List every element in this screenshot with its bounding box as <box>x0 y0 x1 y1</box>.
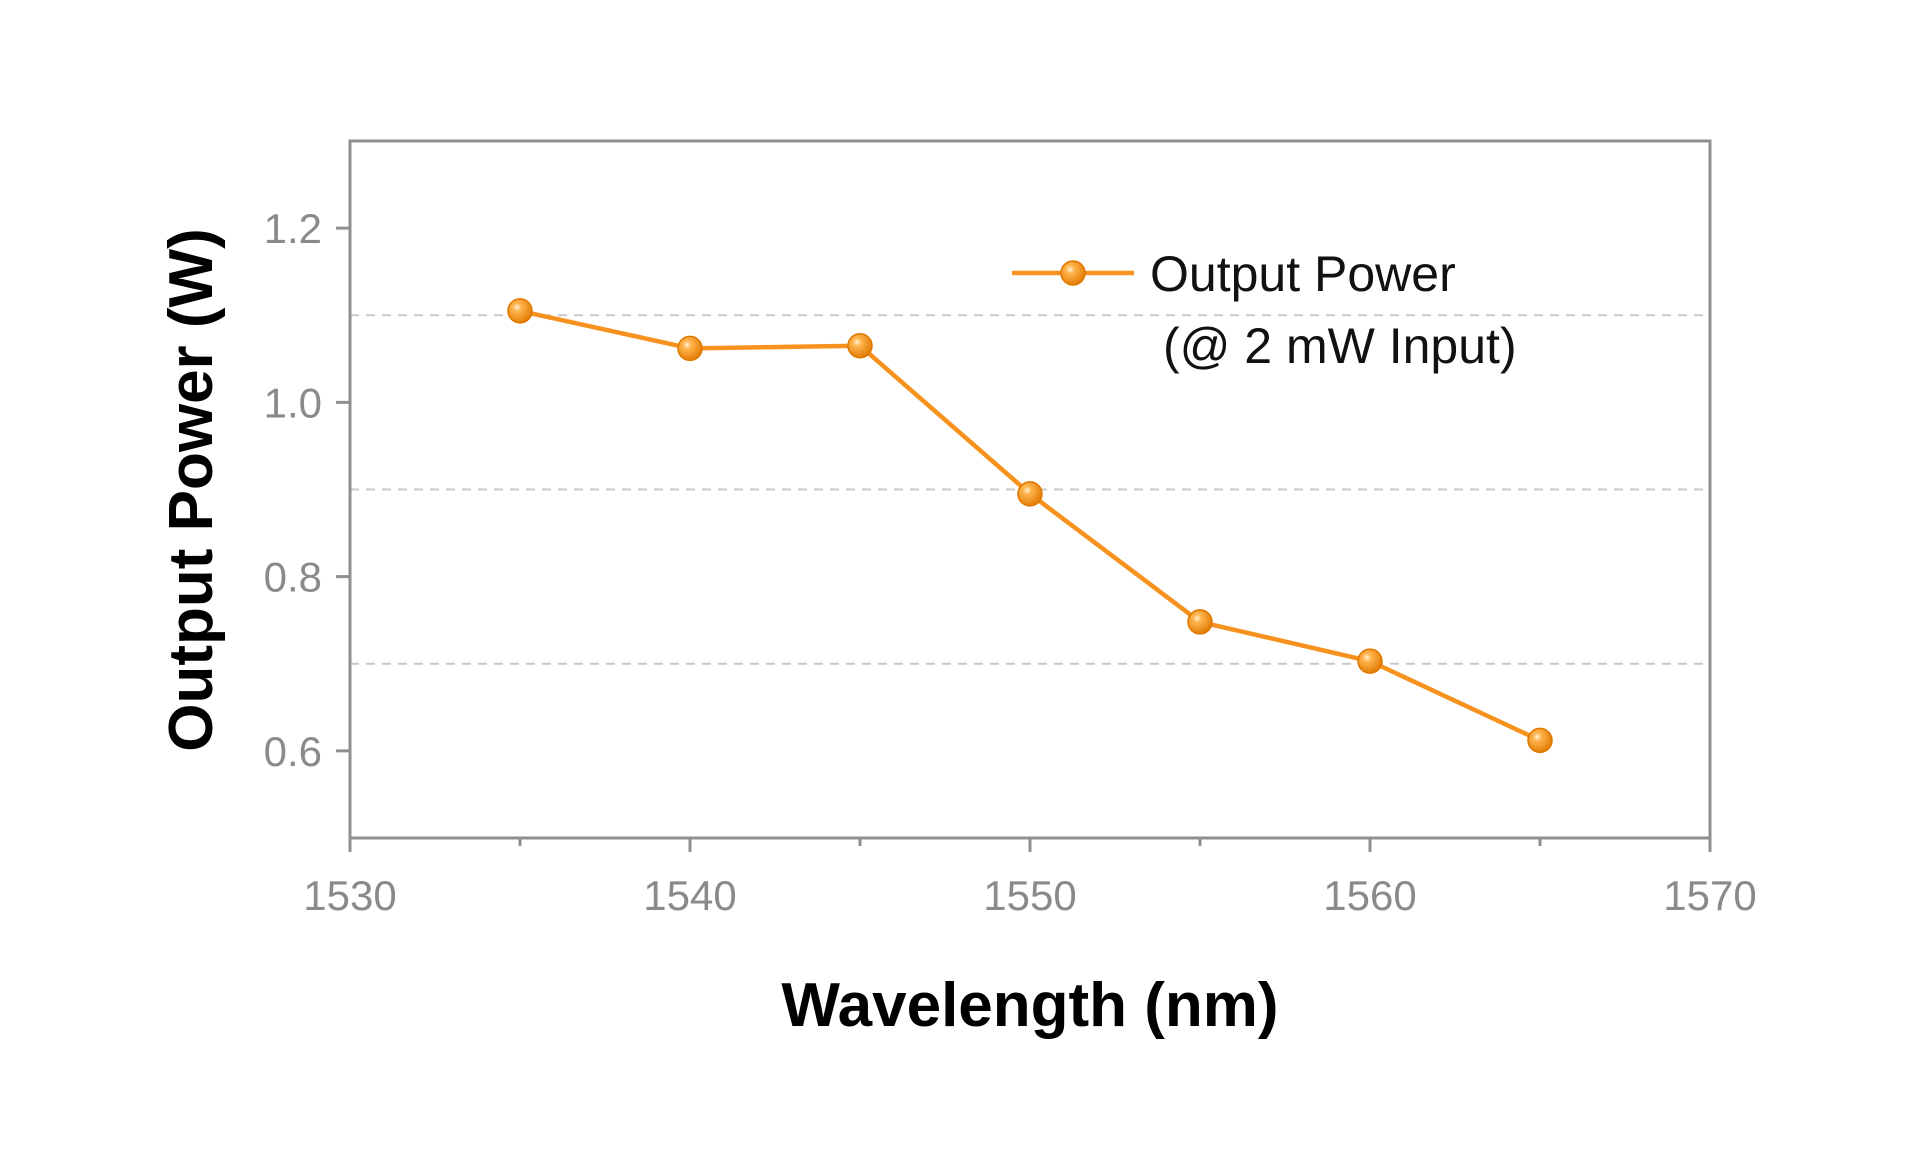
x-tick-label: 1560 <box>1323 872 1416 919</box>
y-tick-label: 1.0 <box>264 379 322 426</box>
data-point <box>847 332 873 359</box>
series-line <box>519 308 1541 743</box>
x-tick-label: 1570 <box>1663 872 1756 919</box>
legend: Output Power (@ 2 mW Input) <box>1012 246 1517 374</box>
data-point <box>677 335 703 362</box>
y-tick-label: 0.8 <box>264 554 322 601</box>
y-tick-label: 0.6 <box>264 728 322 775</box>
legend-series-name: Output Power <box>1150 246 1456 302</box>
x-tick-label: 1530 <box>303 872 396 919</box>
x-tick-label: 1540 <box>643 872 736 919</box>
x-axis-title: Wavelength (nm) <box>781 971 1278 1040</box>
legend-series-note: (@ 2 mW Input) <box>1163 318 1517 374</box>
data-point <box>1357 648 1383 674</box>
data-point <box>1187 609 1213 635</box>
y-axis-title: Output Power (W) <box>157 228 226 751</box>
data-point <box>1017 481 1043 507</box>
data-point <box>507 298 533 324</box>
legend-marker-swatch <box>1060 260 1086 286</box>
x-tick-label: 1550 <box>983 872 1076 919</box>
data-point <box>1527 727 1553 754</box>
tick-labels: 0.6 0.8 1.0 1.2 1530 1540 1550 1560 1570 <box>264 205 1757 919</box>
y-tick-label: 1.2 <box>264 205 322 252</box>
series-layer <box>507 298 1553 754</box>
axis-ticks <box>336 226 1712 852</box>
